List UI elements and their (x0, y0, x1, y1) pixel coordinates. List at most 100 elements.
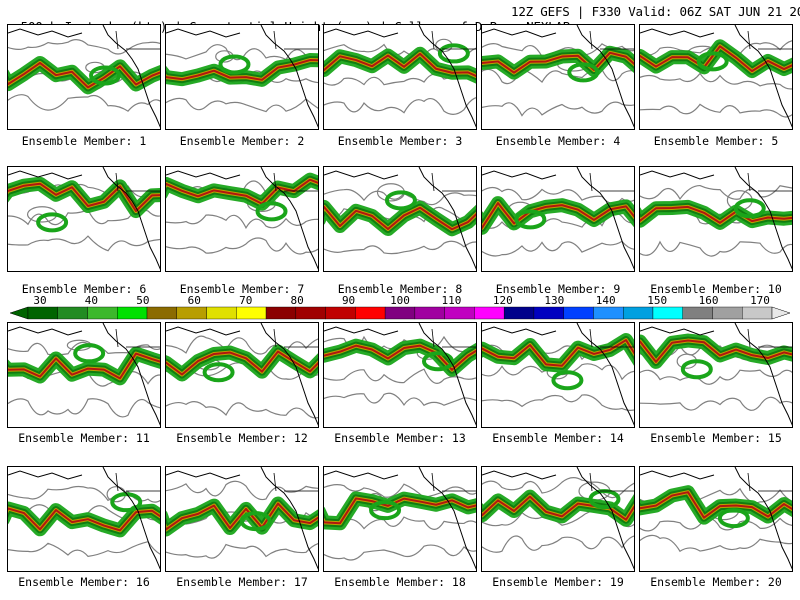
colorbar-bin (414, 306, 445, 320)
coastline-alaska (482, 170, 557, 180)
isotach-swirl (239, 511, 272, 532)
member-map (8, 467, 160, 570)
isotach-swirl (369, 500, 402, 521)
height-contour (8, 235, 160, 252)
coastline-alaska (640, 326, 715, 336)
colorbar-strip (10, 306, 790, 320)
colorbar-ticks: 30 40 50 60 70 80 90 100 110 120 130 140 150 160 170 (10, 294, 790, 308)
height-contour (166, 237, 318, 255)
member-label: Ensemble Member: 1 (21, 134, 147, 148)
isotach-swirl (567, 62, 600, 83)
political-border (273, 472, 318, 492)
coastline (260, 25, 318, 128)
colorbar-tick-label: 80 (290, 294, 304, 307)
coastline (260, 167, 318, 270)
coastline (102, 467, 160, 570)
isotach-band (640, 205, 792, 224)
member-label: Ensemble Member: 9 (495, 282, 621, 296)
political-border (273, 30, 318, 50)
member-label: Ensemble Member: 11 (18, 431, 150, 445)
member-label: Ensemble Member: 10 (650, 282, 782, 296)
coastline (734, 467, 792, 570)
political-border (431, 328, 476, 348)
colorbar-bin (146, 306, 177, 320)
colorbar-bin (176, 306, 207, 320)
height-contour (482, 240, 634, 257)
member-map (8, 167, 160, 270)
isotach-band (482, 495, 634, 521)
coastline (418, 323, 476, 426)
colorbar-tick-label: 70 (239, 294, 253, 307)
colorbar-bin (593, 306, 624, 320)
member-label: Ensemble Member: 16 (18, 575, 150, 589)
coastline (102, 323, 160, 426)
isotach-swirl (514, 209, 547, 230)
isotach-swirl (73, 343, 106, 364)
isotach-band (166, 502, 318, 531)
member-label: Ensemble Member: 6 (21, 282, 147, 296)
colorbar-bin (652, 306, 683, 320)
coastline-alaska (324, 470, 399, 480)
political-border (431, 172, 476, 192)
isotach-band (166, 178, 318, 205)
colorbar-bin (117, 306, 148, 320)
coastline (576, 467, 634, 570)
height-contour (640, 103, 792, 118)
height-contour (640, 240, 792, 257)
height-contour (166, 480, 318, 501)
height-contour (8, 398, 160, 418)
height-contour (640, 184, 792, 201)
political-border (747, 472, 792, 492)
coastline-alaska (166, 28, 241, 38)
member-label: Ensemble Member: 5 (653, 134, 779, 148)
member-label: Ensemble Member: 4 (495, 134, 621, 148)
member-label: Ensemble Member: 19 (492, 575, 624, 589)
colorbar-bin (295, 306, 326, 320)
height-contour (166, 542, 318, 559)
ensemble-member-panel (323, 166, 477, 272)
height-contour (166, 401, 318, 419)
colorbar-bin (265, 306, 297, 320)
coastline-alaska (640, 28, 715, 38)
member-map (166, 25, 318, 128)
colorbar-bin (27, 306, 58, 320)
height-contour (8, 94, 160, 112)
isotach-band (324, 497, 476, 525)
member-map (482, 467, 634, 570)
isotach-swirl (680, 359, 713, 380)
colorbar-bin (57, 306, 88, 320)
isotach-swirl (437, 43, 470, 64)
isotach-swirl (89, 65, 122, 86)
ensemble-member-panel (639, 166, 793, 272)
political-border (747, 328, 792, 348)
isotach-band (8, 352, 160, 380)
ensemble-member-panel (323, 24, 477, 130)
ensemble-member-panel (165, 466, 319, 572)
height-contour (166, 97, 318, 113)
isotach-colorbar: 30 40 50 60 70 80 90 100 110 120 130 140 150 160 170 (10, 294, 790, 320)
colorbar-tick-label: 90 (341, 294, 356, 307)
coastline-alaska (482, 326, 557, 336)
coastline (418, 25, 476, 128)
member-map (166, 323, 318, 426)
political-border (115, 328, 160, 348)
height-contour (640, 517, 792, 532)
height-contour (324, 97, 476, 115)
coastline (102, 167, 160, 270)
political-border (589, 172, 634, 192)
colorbar-tick-label: 30 (33, 294, 47, 307)
isotach-swirl (696, 51, 729, 72)
ensemble-member-panel (323, 466, 477, 572)
colorbar-tick-label: 50 (136, 294, 150, 307)
colorbar-tick-label: 150 (647, 294, 668, 307)
isotach-swirl (733, 198, 766, 219)
member-label: Ensemble Member: 3 (337, 134, 463, 148)
coastline-alaska (8, 326, 83, 336)
colorbar-bin (236, 306, 267, 320)
coastline (576, 167, 634, 270)
ensemble-member-panel (7, 322, 161, 428)
member-map (166, 167, 318, 270)
coastline (102, 25, 160, 128)
coastline-alaska (324, 326, 399, 336)
isotach-swirl (421, 351, 454, 372)
